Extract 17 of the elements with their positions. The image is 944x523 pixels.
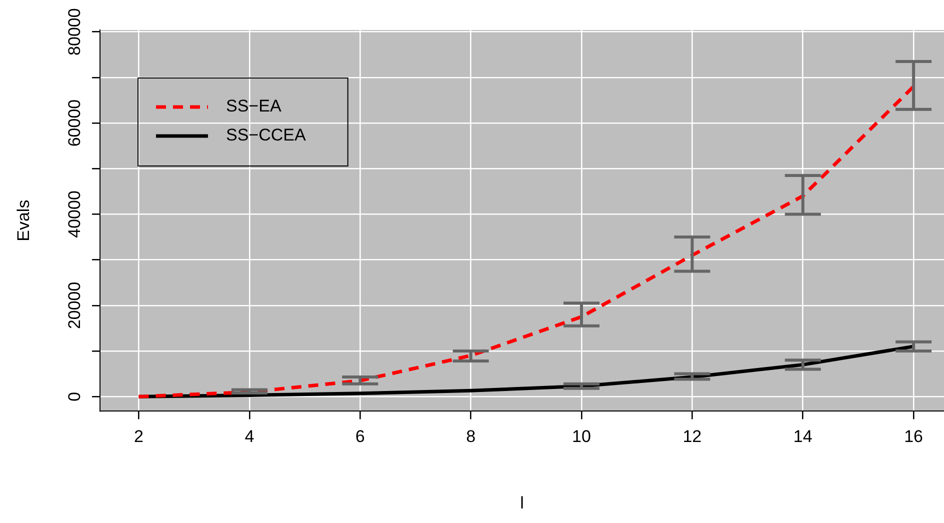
x-tick-label: 12 (682, 427, 702, 446)
x-tick-label: 6 (355, 427, 365, 446)
legend-label: SS−EA (226, 96, 282, 116)
legend-label: SS−CCEA (226, 126, 306, 145)
x-tick-label: 4 (244, 427, 254, 446)
y-tick-label: 40000 (65, 190, 84, 238)
y-axis-title: Evals (14, 200, 33, 242)
y-tick-label: 80000 (65, 8, 84, 56)
x-tick-label: 16 (904, 427, 924, 446)
x-tick-label: 2 (134, 427, 144, 446)
x-tick-label: 8 (466, 427, 476, 446)
x-axis-title: l (520, 493, 524, 512)
y-tick-label: 0 (65, 392, 84, 402)
x-tick-label: 10 (572, 427, 591, 446)
x-tick-label: 14 (793, 427, 812, 446)
y-tick-label: 60000 (65, 99, 84, 147)
y-tick-label: 20000 (65, 282, 84, 330)
